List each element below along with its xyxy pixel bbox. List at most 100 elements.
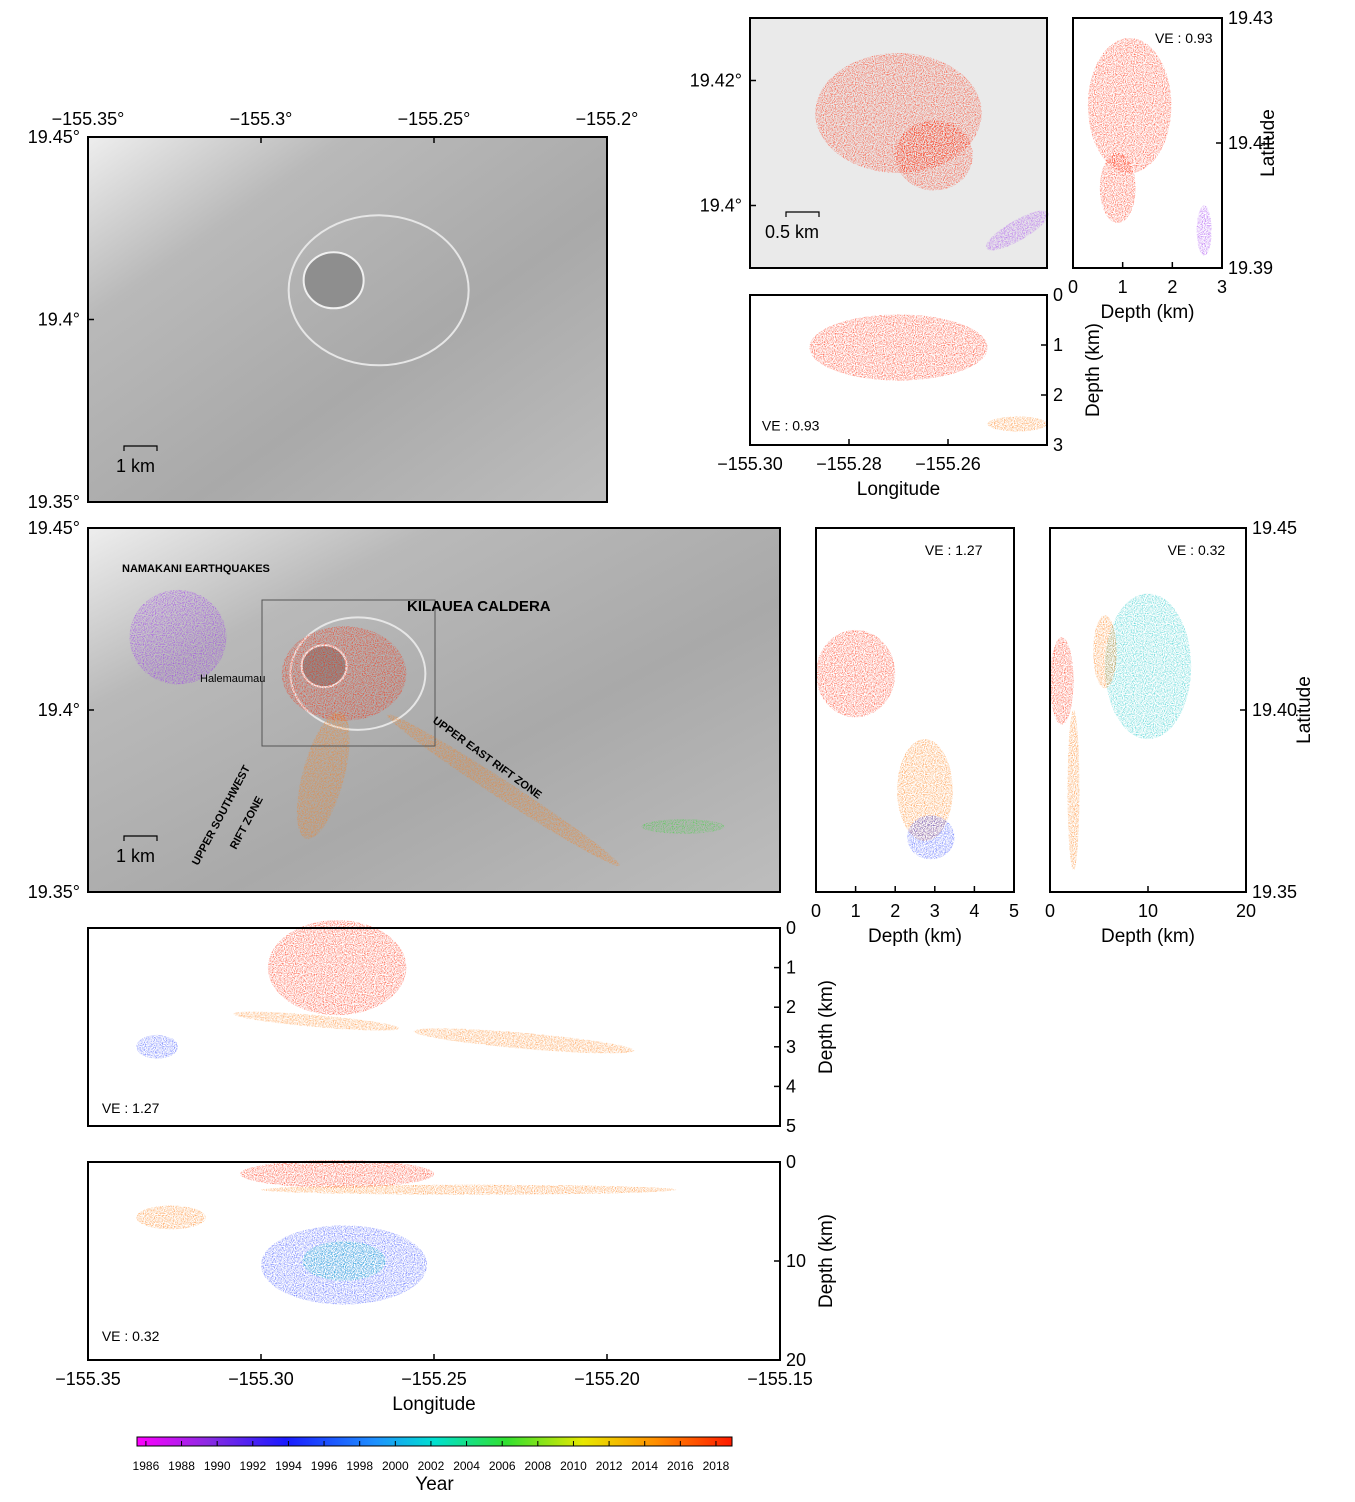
shaded-relief [88,137,607,502]
colorbar-tick-label: 1986 [133,1459,160,1473]
x-tick-label: −155.2° [576,109,639,129]
y-tick-label: 20 [786,1350,806,1370]
colorbar-tick-label: 1996 [311,1459,338,1473]
seismicity-cluster [136,1035,178,1059]
seismicity-cluster [136,1206,205,1230]
y-tick-label: 19.35° [28,492,80,512]
y-tick-label: 0 [786,1152,796,1172]
seismicity-cluster [1197,206,1212,256]
x-tick-label: −155.25° [398,109,471,129]
x-axis-label: Depth (km) [868,926,962,947]
x-tick-label: −155.26 [915,454,981,474]
y-tick-label: 19.45 [1252,518,1297,538]
y-tick-label: 2 [1053,385,1063,405]
colorbar-tick-label: 2002 [418,1459,445,1473]
y-tick-label: 19.45° [28,518,80,538]
y-tick-label: 19.43 [1228,8,1273,28]
seismicity-cluster [1093,615,1117,688]
y-tick-label: 5 [786,1116,796,1136]
seismicity-cluster [816,630,895,717]
seismicity-cluster [809,315,987,381]
x-tick-label: −155.25 [401,1369,467,1389]
seismicity-cluster [282,626,407,721]
seismicity-cluster [642,819,725,834]
x-tick-label: 2 [890,901,900,921]
colorbar-tick-label: 1994 [275,1459,302,1473]
colorbar [137,1437,732,1446]
y-tick-label: 19.45° [28,127,80,147]
y-tick-label: 19.39 [1228,258,1273,278]
x-tick-label: −155.30 [717,454,783,474]
x-axis-label: Longitude [392,1394,475,1415]
y-axis-label: Depth (km) [816,980,837,1074]
y-tick-label: 19.42° [690,71,742,91]
y-tick-label: 4 [786,1076,796,1096]
y-tick-label: 1 [786,958,796,978]
seismicity-cluster [1105,594,1191,740]
x-tick-label: −155.35° [52,109,125,129]
x-tick-label: −155.30 [228,1369,294,1389]
y-tick-label: 3 [786,1037,796,1057]
map-annotation: KILAUEA CALDERA [407,598,551,615]
x-tick-label: 1 [1118,277,1128,297]
colorbar-tick-label: 2018 [703,1459,730,1473]
y-axis-label: Latitude [1294,676,1315,744]
x-axis-label: Depth (km) [1101,926,1195,947]
seismicity-cluster [907,816,955,860]
panel-main-map: 19.45°19.4°19.35°1 km [28,518,780,902]
panel-zoom-map: 19.42°19.4°0.5 km [690,18,1053,268]
seismicity-cluster [268,920,406,1015]
y-tick-label: 10 [786,1251,806,1271]
y-tick-label: 19.35 [1252,882,1297,902]
colorbar-tick-label: 1992 [239,1459,266,1473]
y-tick-label: 19.4° [38,310,80,330]
ve-label: VE : 0.32 [1168,542,1226,558]
panel-background [88,928,780,1126]
y-tick-label: 19.4° [700,196,742,216]
x-tick-label: 2 [1167,277,1177,297]
seismicity-cluster [896,121,973,191]
panel-lon-depth-5: 0 1 2 3 4 5 Depth (km) VE : 1.27 [88,918,837,1136]
panel-lon-depth-20: −155.35−155.30−155.25−155.20−155.1501020… [55,1152,837,1415]
seismicity-cluster [303,1241,386,1281]
x-axis-label: Depth (km) [1101,302,1195,323]
panel-zoom-lon-depth: −155.30−155.28−155.260123LongitudeDepth … [717,285,1104,500]
colorbar-tick-label: 2006 [489,1459,516,1473]
x-tick-label: 0 [811,901,821,921]
x-tick-label: −155.35 [55,1369,121,1389]
y-tick-label: 3 [1053,435,1063,455]
y-axis-label: Latitude [1258,109,1279,177]
x-tick-label: 4 [969,901,979,921]
scale-label: 1 km [116,456,155,476]
x-tick-label: 20 [1236,901,1256,921]
colorbar-tick-label: 2016 [667,1459,694,1473]
figure: −155.35° −155.3° −155.25° −155.2° 19.45° 19.4… [0,0,1355,1502]
y-tick-label: 19.35° [28,882,80,902]
panel-overview: −155.35° −155.3° −155.25° −155.2° 19.45° 19.4… [28,109,639,512]
y-tick-label: 1 [1053,335,1063,355]
map-annotation: Halemaumau [200,673,265,685]
seismicity-cluster [1050,637,1074,724]
ve-label: VE : 0.93 [1155,30,1213,46]
shaded-relief [88,528,780,892]
colorbar-tick-label: 2004 [453,1459,480,1473]
x-axis-label: Longitude [857,479,940,500]
y-tick-label: 0 [786,918,796,938]
x-tick-label: 3 [1217,277,1227,297]
seismicity-cluster [1088,38,1171,173]
scale-label: 1 km [116,846,155,866]
y-tick-label: 19.40 [1252,700,1297,720]
x-tick-label: −155.28 [816,454,882,474]
y-tick-label: 2 [786,997,796,1017]
seismicity-cluster [261,1185,676,1195]
colorbar-tick-label: 2010 [560,1459,587,1473]
x-tick-label: −155.3° [230,109,293,129]
colorbar-tick-label: 2000 [382,1459,409,1473]
colorbar-tick-label: 1998 [346,1459,373,1473]
y-axis-label: Depth (km) [816,1214,837,1308]
ve-label: VE : 1.27 [102,1100,160,1116]
ve-label: VE : 1.27 [925,542,983,558]
crater [304,252,364,308]
